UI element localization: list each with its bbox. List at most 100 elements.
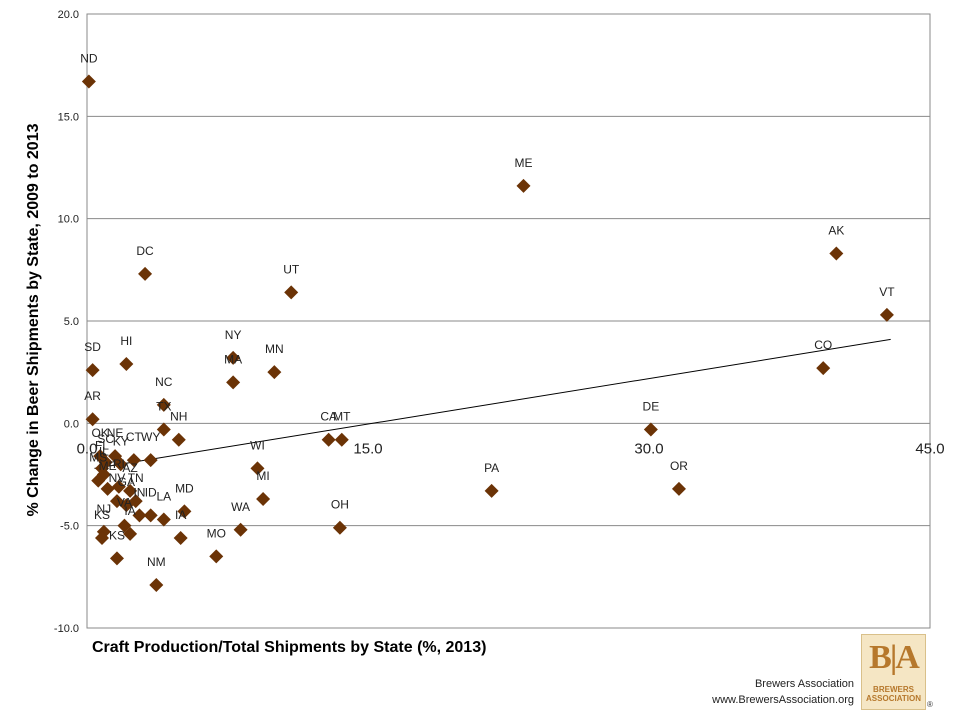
- linear-trendline: [94, 338, 891, 469]
- point-label-ri: RI: [113, 457, 125, 471]
- point-label-dc: DC: [136, 244, 154, 258]
- point-label-in: IN: [133, 485, 145, 499]
- point-label-mi: MI: [256, 469, 269, 483]
- data-point-ks: [109, 551, 124, 566]
- data-point-me: [516, 178, 531, 193]
- point-label-tn: TN: [128, 471, 144, 485]
- data-point-md: [177, 504, 192, 519]
- data-point-ma: [226, 375, 241, 390]
- point-label-az: AZ: [122, 461, 137, 475]
- point-label-il: IL: [99, 445, 109, 459]
- data-point-me: [100, 481, 115, 496]
- data-point-ia: [123, 526, 138, 541]
- data-point-sd: [85, 363, 100, 378]
- data-point-wy: [143, 453, 158, 468]
- point-label-vt: VT: [879, 285, 895, 299]
- data-point-in: [132, 508, 147, 523]
- credit-url: www.BrewersAssociation.org: [712, 694, 854, 706]
- data-point-tx: [156, 422, 171, 437]
- data-point-ky: [113, 457, 128, 472]
- gridlines: [86, 13, 931, 629]
- data-point-ri: [111, 479, 126, 494]
- point-label-nc: NC: [155, 375, 173, 389]
- data-point-ga: [119, 498, 134, 513]
- point-label-tx: TX: [156, 399, 171, 413]
- data-point-wi: [250, 461, 265, 476]
- data-point-or: [671, 481, 686, 496]
- registered-mark: ®: [927, 700, 933, 709]
- y-tick-label: 15.0: [58, 111, 79, 123]
- point-label-va: VA: [117, 496, 132, 510]
- point-label-wy: WY: [141, 430, 160, 444]
- data-point-oh: [332, 520, 347, 535]
- data-point-ar: [85, 412, 100, 427]
- y-tick-label: 10.0: [58, 214, 79, 226]
- point-label-fl: FL: [95, 438, 109, 452]
- data-point-nh: [171, 432, 186, 447]
- point-label-id: ID: [145, 485, 157, 499]
- point-label-sd: SD: [84, 340, 101, 354]
- axis-labels: -10.0 -5.0 0.0 5.0 10.0 15.0 20.0 0.0 15.0 30.0 45…: [54, 9, 945, 635]
- point-label-nd: ND: [80, 52, 98, 66]
- data-point-nc: [156, 397, 171, 412]
- point-label-ak: AK: [828, 223, 844, 237]
- point-label-ne: NE: [107, 426, 124, 440]
- data-point-hi: [119, 356, 134, 371]
- data-point-dc: [138, 266, 153, 281]
- point-label-wi: WI: [250, 438, 265, 452]
- point-label-me: ME: [514, 156, 532, 170]
- data-point-de: [643, 422, 658, 437]
- data-point-mi: [256, 492, 271, 507]
- point-label-nh: NH: [170, 410, 187, 424]
- point-label-nj: NJ: [97, 502, 112, 516]
- point-label-de: DE: [643, 399, 660, 413]
- point-label-sc: SC: [97, 432, 114, 446]
- data-point-pa: [484, 483, 499, 498]
- trendline: [94, 338, 891, 469]
- point-label-ky: KY: [113, 434, 129, 448]
- data-point-ks: [94, 530, 109, 545]
- x-tick-label: 45.0: [915, 440, 944, 457]
- point-label-ar: AR: [84, 389, 101, 403]
- point-label-nm: NM: [147, 555, 166, 569]
- data-point-id: [143, 508, 158, 523]
- x-tick-label: 15.0: [353, 440, 382, 457]
- x-tick-label: 0.0: [77, 440, 98, 457]
- data-point-co: [816, 361, 831, 376]
- data-point-nm: [149, 578, 164, 593]
- point-label-wa: WA: [231, 500, 250, 514]
- point-label-ny: NY: [225, 328, 242, 342]
- y-tick-label: -5.0: [60, 521, 79, 533]
- point-label-ia: IA: [175, 508, 186, 522]
- brewers-association-logo: B|A BREWERS ASSOCIATION: [861, 634, 926, 710]
- point-label-pa: PA: [484, 461, 499, 475]
- point-label-ma: MA: [224, 352, 242, 366]
- logo-wordmark: BREWERS ASSOCIATION: [866, 685, 921, 703]
- credit-org: Brewers Association: [754, 678, 854, 690]
- data-point-nd: [81, 74, 96, 89]
- point-label-mt: MT: [333, 410, 351, 424]
- point-label-hi: HI: [120, 334, 132, 348]
- y-tick-label: 0.0: [64, 418, 79, 430]
- point-label-ga: GA: [118, 475, 135, 489]
- point-label-ok: OK: [91, 426, 108, 440]
- x-axis-title: Craft Production/Total Shipments by Stat…: [92, 639, 486, 656]
- point-label-ms: MS: [89, 451, 107, 465]
- point-label-me: ME: [99, 459, 117, 473]
- point-label-ct: CT: [126, 430, 143, 444]
- y-tick-label: -10.0: [54, 623, 79, 635]
- point-label-md: MD: [175, 481, 194, 495]
- point-label-ks: KS: [109, 528, 125, 542]
- data-point-vt: [879, 307, 894, 322]
- y-tick-label: 5.0: [64, 316, 79, 328]
- point-label-ia: IA: [124, 504, 135, 518]
- logo-mark: B|A: [869, 639, 920, 676]
- point-label-oh: OH: [331, 498, 349, 512]
- data-point-ms: [91, 473, 106, 488]
- y-tick-label: 20.0: [58, 9, 79, 21]
- data-point-mt: [334, 432, 349, 447]
- data-point-la: [156, 512, 171, 527]
- point-label-ks: KS: [94, 508, 110, 522]
- point-label-co: CO: [814, 338, 832, 352]
